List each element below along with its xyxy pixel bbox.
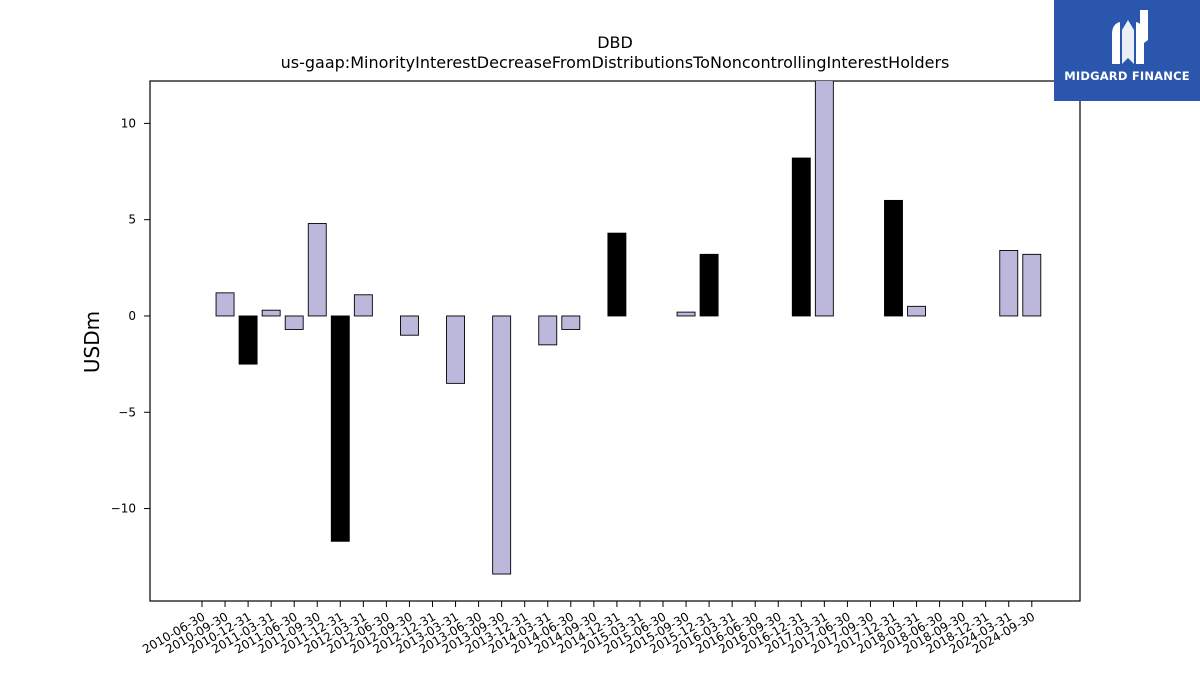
y-tick-label: −5 — [118, 405, 136, 419]
bar-2011-12-31 — [330, 315, 350, 542]
bar-2010-12-31 — [238, 315, 258, 365]
bar-2013-03-31 — [446, 315, 465, 384]
bars-group — [215, 81, 1042, 575]
chart-subtitle: us-gaap:MinorityInterestDecreaseFromDist… — [281, 53, 950, 72]
y-tick-label: 10 — [121, 116, 136, 130]
bar-2014-06-30 — [561, 315, 581, 330]
chart-title: DBD — [597, 33, 633, 52]
bar-2017-03-31 — [814, 81, 834, 317]
bar-2015-09-30 — [676, 311, 696, 317]
x-axis-ticks: 2010-06-302010-09-302010-12-312011-03-31… — [140, 601, 1037, 656]
bar-2013-09-30 — [492, 315, 512, 575]
bar-2018-03-31 — [907, 305, 926, 317]
bar-2010-09-30 — [215, 292, 235, 317]
logo-text: MIDGARD FINANCE — [1064, 69, 1190, 83]
bar-2014-03-31 — [538, 315, 558, 346]
y-axis-ticks: −10 −5 0 5 10 — [111, 116, 150, 516]
bar-2011-06-30 — [284, 315, 304, 330]
bar-2011-03-31 — [261, 309, 281, 317]
logo-mark-icon — [1112, 10, 1148, 64]
bar-2011-09-30 — [307, 223, 327, 317]
y-tick-label: 5 — [128, 213, 136, 227]
plot-frame — [149, 80, 1081, 602]
y-tick-label: −10 — [111, 502, 136, 516]
bar-2012-03-31 — [353, 294, 373, 317]
bar-2012-09-30 — [400, 315, 419, 336]
bar-2024-09-30 — [1022, 253, 1042, 317]
bar-2017-12-31 — [884, 199, 903, 317]
y-tick-label: 0 — [128, 309, 136, 323]
bar-2015-12-31 — [699, 253, 719, 317]
bar-2016-12-31 — [791, 157, 811, 317]
bar-2014-12-31 — [607, 232, 627, 317]
brand-logo: MIDGARD FINANCE — [1054, 0, 1200, 101]
bar-2024-03-31 — [999, 250, 1019, 317]
y-axis-label: USDm — [80, 311, 104, 373]
